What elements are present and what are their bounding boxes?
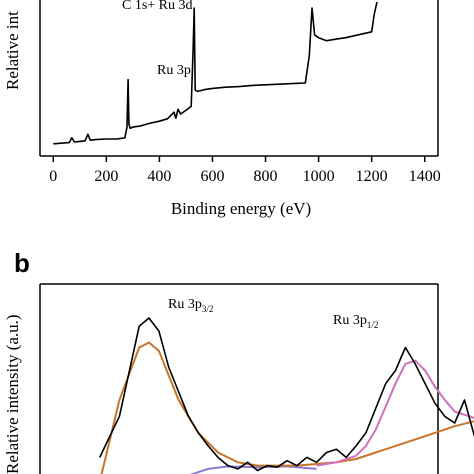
panel-a-annotation-c1s-ru3d: C 1s+ Ru 3d <box>122 0 193 13</box>
panel-a-x-tick-label: 1400 <box>409 168 441 185</box>
panel-a-x-tick-label: 1000 <box>303 168 335 185</box>
panel-a-x-tick-label: 200 <box>94 168 118 185</box>
panel-a-annotation-ru3p: Ru 3p <box>157 63 191 78</box>
panel-a-x-ticks: 0 200 400 600 800 1000 1200 1400 <box>49 156 441 185</box>
panel-b: b Ru 3p3/2 Ru 3p1/2 Relative intensity (… <box>3 248 474 474</box>
panel-a-series-line <box>53 1 378 145</box>
panel-a-x-axis-title: Binding energy (eV) <box>171 199 311 218</box>
panel-b-annotation-ru3p32: Ru 3p3/2 <box>168 297 213 314</box>
panel-a-x-tick-label: 800 <box>254 168 278 185</box>
panel-a-x-tick-label: 400 <box>147 168 171 185</box>
panel-b-series-fit-3 <box>189 465 317 474</box>
panel-a-x-tick-label: 1200 <box>356 168 388 185</box>
panel-b-series-raw <box>98 317 474 472</box>
panel-b-annotation-ru3p12: Ru 3p1/2 <box>333 313 378 330</box>
panel-b-series-fit-2 <box>316 359 474 467</box>
panel-a-x-tick-label: 0 <box>49 168 57 185</box>
panel-a-x-tick-label: 600 <box>200 168 224 185</box>
panel-b-letter: b <box>14 248 30 278</box>
panel-a: 0 200 400 600 800 1000 1200 1400 C 1s+ Ru 3d Ru… <box>3 0 441 218</box>
panel-a-y-axis-title: Relative int <box>3 11 22 90</box>
panel-b-y-axis-title: Relative intensity (a.u.) <box>3 314 22 474</box>
